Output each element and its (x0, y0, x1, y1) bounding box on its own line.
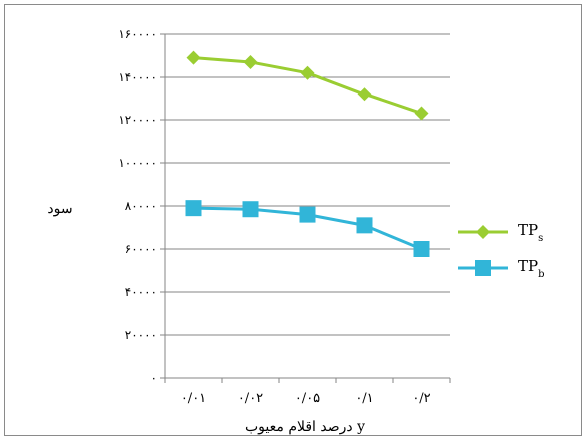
series-b-point (299, 206, 316, 223)
legend-item-b: TPb (458, 257, 545, 280)
x-tick-label: ۰/۰۵ (295, 391, 320, 406)
legend-label-subscript: s (538, 233, 543, 244)
y-tick-label: ۶۰۰۰۰ (125, 242, 157, 256)
legend-label-subscript: b (538, 269, 544, 280)
x-tick-label: ۰/۲ (412, 391, 430, 406)
y-axis-title: سود (47, 201, 72, 217)
series-b-point (185, 200, 202, 217)
y-tick-label: ۴۰۰۰۰ (125, 285, 157, 299)
y-tick-label: ۱۴۰۰۰۰ (118, 70, 157, 84)
series-s-point (414, 106, 429, 121)
series-b-point (413, 241, 430, 257)
series-layer (185, 50, 430, 257)
x-tick-label: ۰/۰۱ (181, 391, 206, 406)
y-tick-label: ۱۰۰۰۰۰ (118, 156, 157, 170)
y-tick-label: ۱۶۰۰۰۰ (118, 27, 157, 41)
y-tick-label: ۲۰۰۰۰ (125, 328, 157, 342)
legend-label: TPb (518, 257, 545, 280)
series-b (185, 200, 430, 257)
series-b-point (356, 217, 373, 234)
series-s-point (186, 50, 201, 65)
y-tick-label: ۸۰۰۰۰ (125, 199, 157, 213)
legend-label-main: TP (518, 257, 538, 275)
series-s (186, 50, 429, 121)
y-axis-ticks: ۰ ۲۰۰۰۰ ۴۰۰۰۰ ۶۰۰۰۰ ۸۰۰۰۰ ۱۰۰۰۰۰ ۱۲۰۰۰۰ ۱۴۰۰۰۰ ۱… (118, 27, 165, 385)
x-axis-title: درصد اقلام معیوب y (245, 419, 365, 435)
series-s-point (243, 54, 258, 69)
series-b-point (242, 201, 259, 218)
series-s-point (300, 65, 315, 80)
gridlines (165, 33, 450, 336)
x-axis-ticks: ۰/۰۱ ۰/۰۲ ۰/۰۵ ۰/۱ ۰/۲ (164, 378, 451, 406)
chart-frame (4, 4, 582, 436)
legend-marker (476, 225, 490, 239)
legend-marker (475, 260, 491, 276)
legend-item-s: TPs (458, 221, 543, 244)
y-tick-label: ۱۲۰۰۰۰ (118, 113, 157, 127)
legend-label: TPs (518, 221, 543, 244)
series-s-point (357, 87, 372, 102)
y-tick-label: ۰ (151, 371, 157, 385)
x-tick-label: ۰/۱ (355, 391, 373, 406)
x-tick-label: ۰/۰۲ (238, 391, 263, 406)
legend-label-main: TP (518, 221, 538, 239)
